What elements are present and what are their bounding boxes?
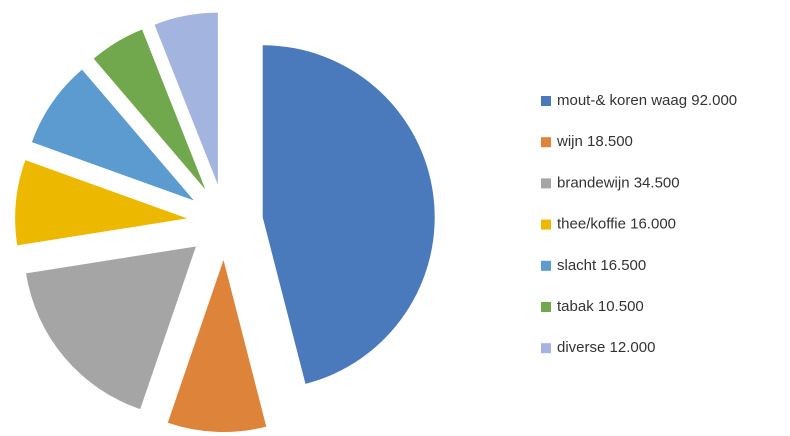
legend-value: 16.000 <box>630 216 676 233</box>
legend-swatch <box>541 302 551 312</box>
legend-value: 18.500 <box>587 133 633 150</box>
legend-category: wijn <box>556 133 583 150</box>
legend-category: diverse <box>557 339 605 356</box>
legend-value: 92.000 <box>691 92 737 109</box>
legend-value: 34.500 <box>634 174 680 191</box>
legend-swatch <box>541 96 551 106</box>
legend-label: brandewijn 34.500 <box>557 174 680 191</box>
legend-swatch <box>541 260 551 271</box>
legend-category: slacht <box>557 257 597 274</box>
legend-label: mout-& koren waag 92.000 <box>557 92 737 109</box>
legend-category: thee/koffie <box>557 216 626 233</box>
legend-label: tabak 10.500 <box>557 298 644 315</box>
legend-label: thee/koffie 16.000 <box>557 216 676 233</box>
legend-value: 12.000 <box>610 339 656 356</box>
legend-category: mout-& koren waag <box>557 92 687 109</box>
pie-slice <box>167 259 267 432</box>
pie-slice <box>15 160 188 246</box>
legend-label: diverse 12.000 <box>557 339 655 356</box>
legend-value: 16.500 <box>600 257 646 274</box>
pie-slice <box>31 69 194 201</box>
legend-category: tabak <box>557 298 594 315</box>
legend-swatch <box>541 137 551 148</box>
pie-slice <box>93 29 206 190</box>
legend-label: wijn 18.500 <box>556 133 633 150</box>
pie-slice <box>154 12 218 185</box>
legend-value: 10.500 <box>598 298 644 315</box>
pie-slice <box>262 45 435 384</box>
legend-category: brandewijn <box>557 174 630 191</box>
legend-label: slacht 16.500 <box>557 257 646 274</box>
legend-swatch <box>541 219 551 230</box>
pie-slice <box>26 246 196 410</box>
legend-swatch <box>541 343 551 354</box>
legend-swatch <box>541 178 551 189</box>
